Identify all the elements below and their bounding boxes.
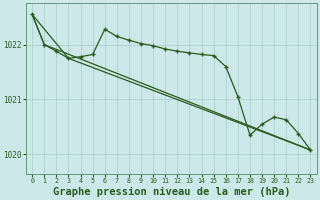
X-axis label: Graphe pression niveau de la mer (hPa): Graphe pression niveau de la mer (hPa) <box>52 186 290 197</box>
